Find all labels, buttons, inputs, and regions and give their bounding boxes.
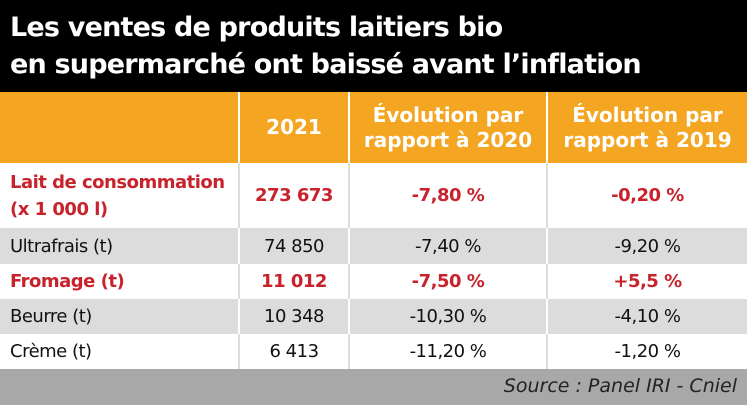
table-row: Fromage (t) 11 012 -7,50 % +5,5 %: [0, 264, 747, 299]
cell-evol-2019: -9,20 %: [546, 228, 747, 264]
cell-2021: 11 012: [238, 264, 349, 299]
data-table: 2021 Évolution par rapport à 2020 Évoluti…: [0, 92, 747, 369]
cell-evol-2020: -7,80 %: [348, 163, 547, 228]
cell-2021: 6 413: [238, 334, 349, 369]
header-evol-2020: Évolution par rapport à 2020: [348, 92, 547, 163]
row-label-l2: (x 1 000 l): [10, 198, 108, 220]
cell-2021: 273 673: [238, 163, 349, 228]
row-label: Crème (t): [0, 334, 239, 369]
cell-evol-2020: -11,20 %: [348, 334, 547, 369]
row-label-l1: Lait de consommation: [10, 171, 225, 193]
header-2021: 2021: [238, 92, 349, 163]
row-label: Fromage (t): [0, 264, 239, 299]
cell-evol-2019: -0,20 %: [546, 163, 747, 228]
table-row: Crème (t) 6 413 -11,20 % -1,20 %: [0, 334, 747, 369]
title-line-1: Les ventes de produits laitiers bio: [10, 12, 503, 43]
table-row: Beurre (t) 10 348 -10,30 % -4,10 %: [0, 299, 747, 334]
cell-2021: 74 850: [238, 228, 349, 264]
row-label: Lait de consommation (x 1 000 l): [0, 163, 239, 228]
header-evol-2020-l2: rapport à 2020: [363, 127, 533, 152]
table-row: Ultrafrais (t) 74 850 -7,40 % -9,20 %: [0, 228, 747, 264]
cell-evol-2019: -1,20 %: [546, 334, 747, 369]
source-note: Source : Panel IRI - Cniel: [0, 369, 747, 405]
header-evol-2019-l1: Évolution par: [572, 102, 723, 127]
cell-evol-2019: -4,10 %: [546, 299, 747, 334]
chart-title: Les ventes de produits laitiers bio en s…: [0, 0, 747, 92]
cell-evol-2020: -10,30 %: [348, 299, 547, 334]
header-evol-2020-l1: Évolution par: [372, 102, 524, 127]
row-label: Beurre (t): [0, 299, 239, 334]
table-row: Lait de consommation (x 1 000 l) 273 673 …: [0, 163, 747, 228]
cell-evol-2020: -7,40 %: [348, 228, 547, 264]
cell-2021: 10 348: [238, 299, 349, 334]
header-evol-2019-l2: rapport à 2019: [563, 127, 732, 152]
cell-evol-2019: +5,5 %: [546, 264, 747, 299]
header-evol-2019: Évolution par rapport à 2019: [546, 92, 747, 163]
header-row: 2021 Évolution par rapport à 2020 Évoluti…: [0, 92, 747, 163]
header-empty: [0, 92, 239, 163]
cell-evol-2020: -7,50 %: [348, 264, 547, 299]
row-label: Ultrafrais (t): [0, 228, 239, 264]
title-line-2: en supermarché ont baissé avant l’inflat…: [10, 49, 642, 80]
